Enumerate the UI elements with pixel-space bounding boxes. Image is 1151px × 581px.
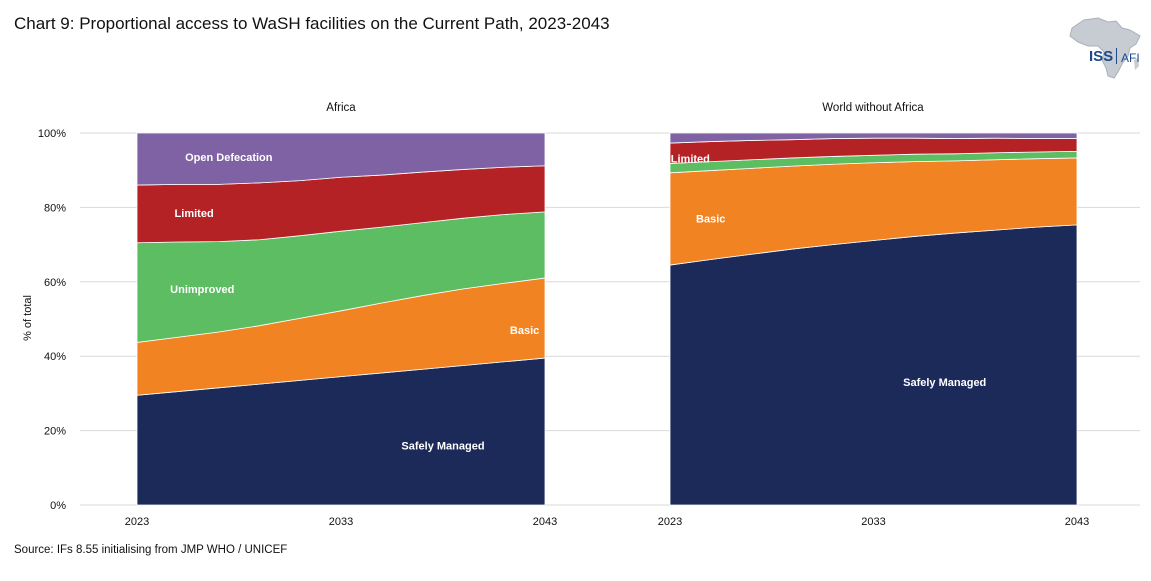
axes: % of total 0% 20% 40% 60% 80% 100%: [22, 128, 66, 512]
logo-main-text: ISS: [1089, 48, 1114, 65]
panel-1: World without Africa Safely Managed Basic L…: [658, 102, 1089, 528]
x-tick-label: 2023: [125, 516, 149, 528]
series-label: Limited: [175, 208, 214, 220]
x-tick-label: 2033: [329, 516, 353, 528]
area-open-defecation: [136, 132, 546, 186]
y-axis-label: % of total: [22, 295, 34, 341]
y-tick-label: 20%: [44, 426, 66, 438]
x-tick-label: 2033: [861, 516, 885, 528]
series-label: Basic: [696, 214, 725, 226]
africa-logo-icon: [1069, 17, 1141, 79]
series-label: Basic: [510, 325, 539, 337]
chart-title: Chart 9: Proportional access to WaSH fac…: [14, 14, 610, 33]
chart-panels: Africa Safely Managed Basic Unimproved Limit…: [125, 102, 1089, 528]
y-tick-label: 0%: [50, 500, 66, 512]
series-label: Unimproved: [170, 284, 234, 296]
area-open-defecation: [669, 132, 1078, 144]
series-label: Safely Managed: [401, 440, 484, 452]
logo-separator: [1116, 48, 1117, 64]
series-label: Open Defecation: [185, 152, 273, 164]
panel-title: Africa: [326, 102, 356, 114]
series-label: Limited: [671, 153, 710, 165]
x-tick-label: 2023: [658, 516, 682, 528]
x-tick-label: 2043: [1065, 516, 1089, 528]
panel-0: Africa Safely Managed Basic Unimproved Limit…: [125, 102, 557, 528]
panel-title: World without Africa: [822, 102, 924, 114]
y-tick-label: 80%: [44, 202, 66, 214]
source-note: Source: IFs 8.55 initialising from JMP W…: [14, 544, 288, 556]
logo-sub-text: AFI: [1121, 51, 1140, 65]
series-label: Safely Managed: [903, 377, 986, 389]
y-tick-label: 60%: [44, 277, 66, 289]
x-tick-label: 2043: [533, 516, 557, 528]
area-safely-managed: [669, 224, 1078, 506]
y-tick-label: 100%: [38, 128, 66, 140]
y-tick-label: 40%: [44, 351, 66, 363]
